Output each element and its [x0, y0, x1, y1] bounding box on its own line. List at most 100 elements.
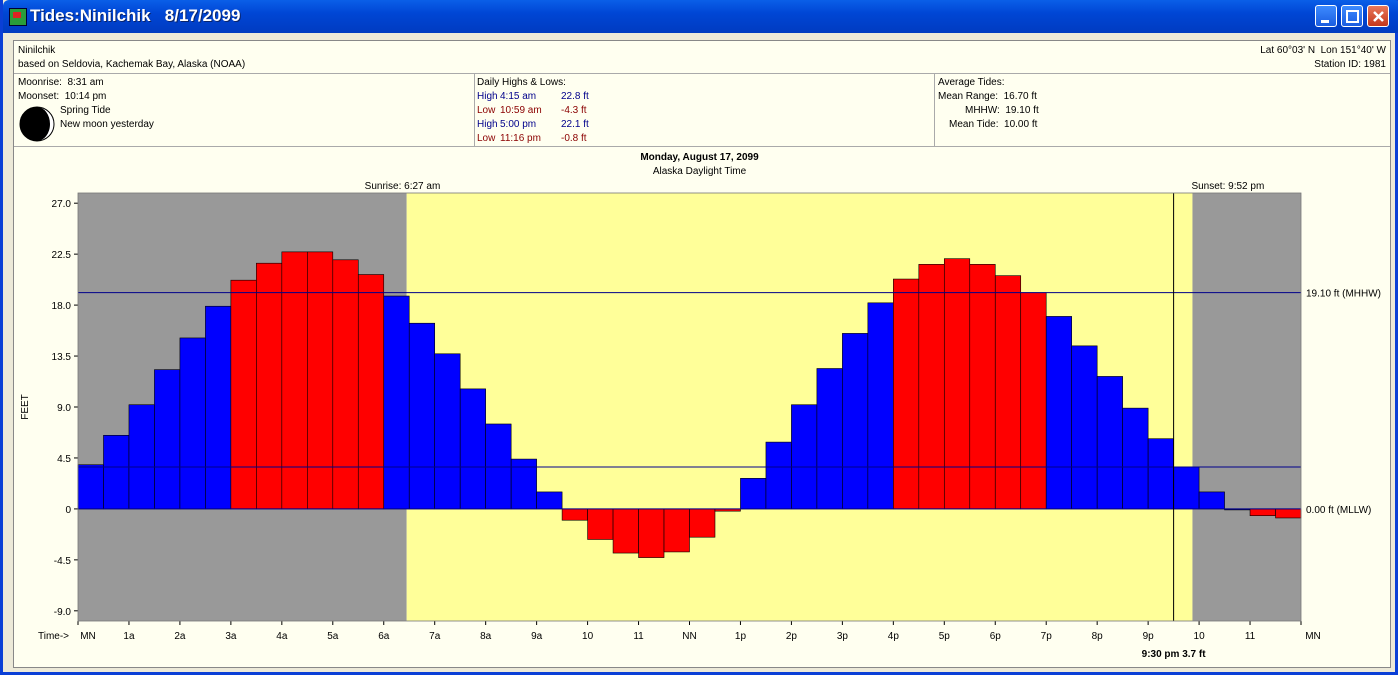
y-tick-label: 4.5	[57, 454, 71, 465]
tide-panel: Ninilchik based on Seldovia, Kachemak Ba…	[13, 40, 1391, 668]
x-tick-label: 7p	[1041, 631, 1053, 642]
tide-bar	[918, 264, 945, 510]
tide-bar	[943, 258, 971, 510]
tide-bar	[256, 262, 283, 510]
minimize-button[interactable]	[1315, 5, 1337, 27]
x-tick-label: 9p	[1143, 631, 1155, 642]
tide-bar	[740, 478, 767, 510]
window-title: Tides:Ninilchik 8/17/2099	[30, 6, 241, 25]
x-tick-label: 4p	[888, 631, 900, 642]
title-bar[interactable]: Tides:Ninilchik 8/17/2099	[3, 0, 1398, 33]
tide-bar	[383, 295, 410, 510]
mean-tide: Mean Tide: 10.00 ft	[949, 119, 1038, 130]
highs-lows-title: Daily Highs & Lows:	[477, 77, 566, 88]
tide-bar	[765, 441, 792, 510]
x-tick-label: MN	[1305, 631, 1321, 642]
hl-time: 5:00 pm	[500, 119, 537, 130]
based-on: based on Seldovia, Kachemak Bay, Alaska …	[18, 59, 246, 70]
chart-subtitle: Alaska Daylight Time	[653, 166, 747, 177]
tide-bar	[867, 302, 894, 510]
average-title: Average Tides:	[938, 77, 1005, 88]
column-divider	[474, 73, 475, 146]
moonrise: Moonrise: 8:31 am	[18, 77, 104, 88]
tide-bar	[281, 251, 308, 510]
reference-line-label: 0.00 ft (MLLW)	[1306, 505, 1371, 516]
maximize-icon	[1346, 10, 1359, 23]
tide-type: Spring Tide	[60, 105, 111, 116]
x-tick-label: 2a	[174, 631, 186, 642]
tide-bar	[536, 491, 563, 510]
y-tick-label: 13.5	[52, 352, 72, 363]
y-tick-label: 18.0	[52, 301, 72, 312]
maximize-button[interactable]	[1341, 5, 1363, 27]
tide-bar	[689, 508, 716, 538]
tide-bar	[179, 337, 206, 510]
tide-bar	[307, 251, 334, 510]
y-tick-label: 22.5	[52, 250, 72, 261]
y-tick-label: -9.0	[54, 607, 72, 618]
hl-type: High	[477, 91, 498, 102]
x-tick-label: 11	[633, 631, 644, 642]
tide-bar	[893, 278, 920, 510]
hl-height: -0.8 ft	[561, 133, 587, 144]
hl-type: Low	[477, 133, 496, 144]
tide-bar	[230, 279, 257, 510]
moonset: Moonset: 10:14 pm	[18, 91, 107, 102]
reference-line-label: 19.10 ft (MHHW)	[1306, 289, 1381, 300]
x-tick-label: 3a	[225, 631, 237, 642]
tide-bar	[561, 508, 588, 521]
tide-bar	[434, 353, 461, 510]
night-region	[1192, 193, 1301, 621]
x-tick-label: 5p	[939, 631, 951, 642]
tide-bar	[638, 508, 665, 558]
x-tick-label: 5a	[327, 631, 339, 642]
hl-time: 11:16 pm	[500, 133, 541, 144]
y-axis-label: FEET	[20, 394, 31, 420]
hl-type: High	[477, 119, 498, 130]
tide-bar	[587, 508, 614, 540]
close-button[interactable]	[1367, 5, 1389, 27]
tide-bar	[663, 508, 690, 553]
tide-bar	[332, 259, 359, 510]
tide-bar	[1249, 508, 1276, 516]
x-tick-label: 10	[1194, 631, 1206, 642]
tide-bar	[1020, 292, 1047, 510]
hl-height: 22.1 ft	[561, 119, 589, 130]
x-tick-label: 8p	[1092, 631, 1104, 642]
tide-bar	[1198, 491, 1225, 510]
tide-bar	[1045, 316, 1072, 510]
tide-bar	[969, 264, 996, 510]
tide-bar	[1096, 376, 1123, 510]
x-tick-label: 7a	[429, 631, 441, 642]
station-id: Station ID: 1981	[1314, 59, 1386, 70]
x-tick-label: 2p	[786, 631, 798, 642]
y-tick-label: 0	[65, 505, 71, 516]
tide-bar	[1071, 345, 1098, 510]
x-tick-label: 6p	[990, 631, 1002, 642]
hl-height: -4.3 ft	[561, 105, 587, 116]
close-icon	[1373, 11, 1384, 22]
plot-border	[77, 192, 1302, 622]
x-tick-label: 9a	[531, 631, 543, 642]
hl-type: Low	[477, 105, 496, 116]
tide-bar	[1147, 438, 1174, 510]
station-name: Ninilchik	[18, 45, 56, 56]
y-tick-label: 27.0	[52, 199, 72, 210]
x-tick-label: 11	[1245, 631, 1256, 642]
column-divider	[934, 73, 935, 146]
x-axis-prefix: Time->	[38, 631, 69, 642]
tide-bar	[103, 435, 130, 510]
lat-lon: Lat 60°03' N Lon 151°40' W	[1260, 45, 1386, 56]
tide-chart[interactable]: Monday, August 17, 2099 Alaska Daylight T…	[14, 41, 1390, 667]
x-tick-label: 1a	[123, 631, 135, 642]
tide-bar	[128, 404, 155, 510]
hl-time: 10:59 am	[500, 105, 542, 116]
tide-bar	[1122, 407, 1149, 510]
tide-bar	[408, 322, 436, 510]
hl-height: 22.8 ft	[561, 91, 589, 102]
tide-bar	[485, 423, 512, 510]
hl-time: 4:15 am	[500, 91, 537, 102]
x-tick-label: 3p	[837, 631, 849, 642]
app-icon	[9, 8, 27, 26]
